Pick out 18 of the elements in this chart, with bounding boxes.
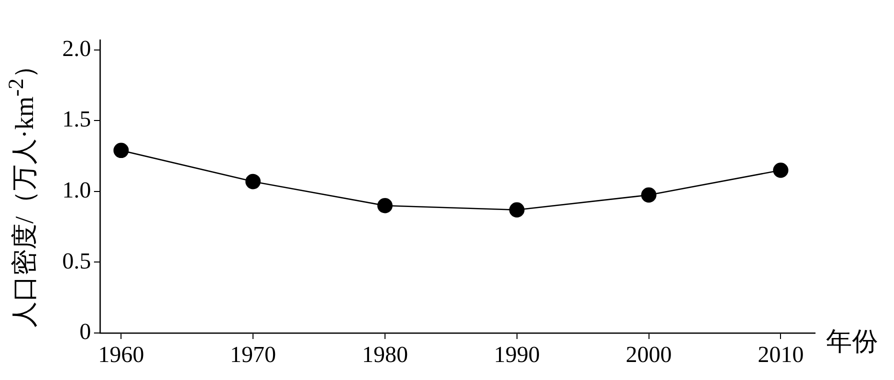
point — [113, 142, 129, 158]
point — [641, 187, 656, 203]
x-tick-label: 1980 — [362, 342, 408, 367]
y-tick-label: 0 — [80, 319, 91, 344]
point — [245, 174, 261, 190]
point — [377, 198, 393, 214]
y-tick-label: 2.0 — [62, 36, 91, 61]
y-tick-label: 1.0 — [62, 178, 91, 202]
point — [509, 202, 525, 218]
x-tick-label: 1960 — [98, 342, 144, 367]
x-tick-label: 1970 — [230, 342, 276, 367]
x-tick-label: 1990 — [494, 342, 540, 367]
point — [773, 162, 788, 178]
x-axis-title: 年份 — [826, 326, 878, 358]
y-tick-label: 0.5 — [62, 248, 91, 274]
y-tick-label: 1.5 — [62, 106, 91, 132]
x-tick-label: 2000 — [626, 342, 672, 367]
x-tick-label: 2010 — [758, 342, 804, 367]
